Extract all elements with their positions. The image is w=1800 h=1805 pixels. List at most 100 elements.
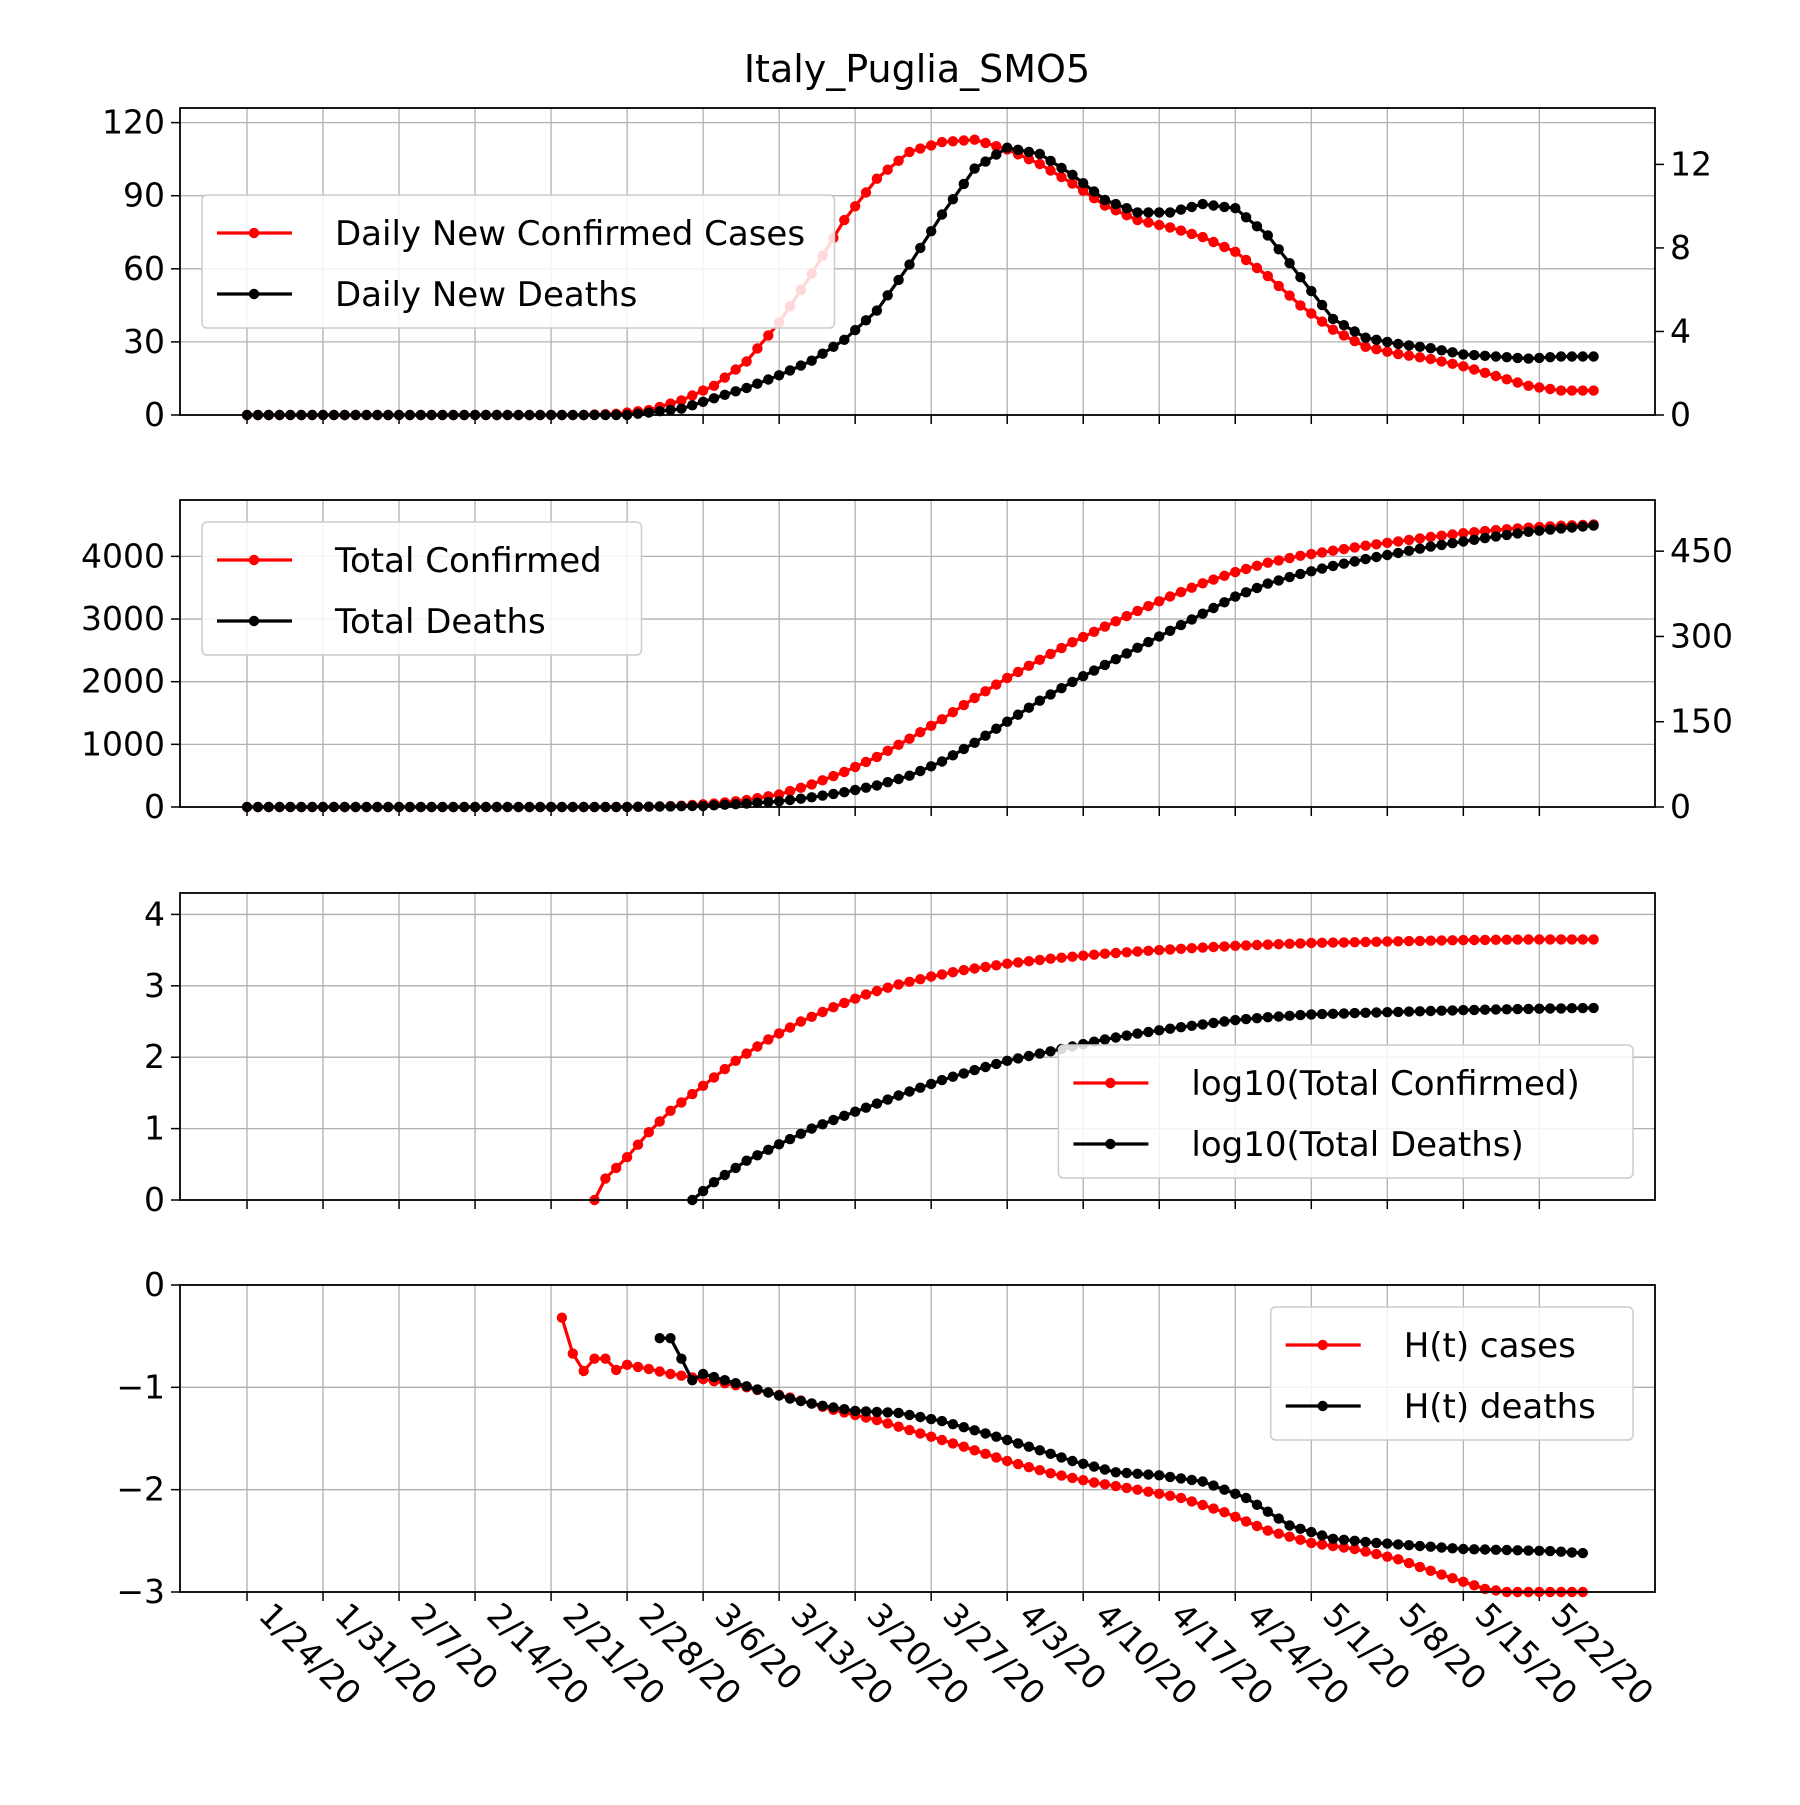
data-point [1034, 1048, 1046, 1059]
data-point [1447, 358, 1458, 369]
data-point [871, 1406, 883, 1418]
data-point [1012, 666, 1024, 678]
data-point [1067, 1455, 1078, 1467]
data-point [1360, 553, 1371, 565]
data-point [1338, 1542, 1350, 1553]
data-point [1577, 521, 1589, 532]
data-point [991, 141, 1002, 152]
data-point [1349, 1007, 1360, 1019]
data-point [1045, 689, 1056, 700]
y-tick-label: 0 [144, 1180, 165, 1219]
data-point [1458, 1576, 1469, 1588]
data-point [1523, 526, 1534, 537]
data-point [926, 1413, 937, 1425]
right-y-tick-label: 150 [1670, 702, 1733, 741]
data-point [632, 1139, 644, 1150]
data-point [1132, 642, 1143, 653]
data-point [1099, 621, 1111, 632]
data-point [1175, 225, 1187, 236]
data-point [904, 259, 915, 270]
data-point [773, 1139, 785, 1150]
data-point [926, 761, 937, 772]
data-point [871, 1098, 883, 1109]
data-point [1240, 1013, 1252, 1025]
data-point [915, 143, 926, 154]
data-point [1382, 1007, 1393, 1018]
data-point [1219, 597, 1230, 608]
data-point [1512, 1003, 1523, 1015]
data-point [1088, 665, 1100, 676]
data-point [904, 976, 915, 987]
data-point [1208, 1017, 1219, 1029]
data-point [893, 274, 904, 286]
data-point [1121, 1467, 1132, 1479]
data-point [1002, 672, 1013, 684]
data-point [1371, 1007, 1382, 1018]
data-point [1034, 148, 1046, 160]
data-point [1295, 938, 1306, 949]
legend-marker [248, 554, 260, 566]
data-point [882, 290, 893, 301]
data-point [1523, 1545, 1534, 1556]
data-point [893, 739, 904, 750]
data-point [1023, 1462, 1035, 1473]
data-point [1143, 1026, 1154, 1038]
right-y-tick-label: 450 [1670, 531, 1733, 570]
data-point [860, 187, 872, 198]
data-point [1197, 608, 1208, 619]
data-point [969, 1445, 980, 1456]
data-point [1262, 1506, 1274, 1517]
data-point [676, 1097, 687, 1108]
data-point [795, 1128, 807, 1140]
data-point [697, 1080, 709, 1092]
data-point [860, 989, 872, 1000]
data-point [1002, 1434, 1013, 1446]
data-point [1403, 350, 1415, 361]
data-point [1382, 1551, 1393, 1562]
data-point [1566, 351, 1578, 362]
data-point [1316, 316, 1328, 327]
data-point [1447, 935, 1458, 946]
data-point [1186, 1496, 1198, 1507]
data-point [1056, 1470, 1067, 1481]
data-point [969, 1064, 980, 1076]
data-point [1230, 203, 1241, 214]
data-point [1284, 938, 1295, 949]
data-point [708, 800, 720, 811]
legend: Daily New Confirmed Cases Daily New Death… [201, 194, 836, 329]
data-point [1219, 1507, 1230, 1518]
data-point [1338, 558, 1350, 569]
data-point [1425, 1565, 1436, 1577]
data-point [893, 773, 904, 785]
data-point [1251, 1520, 1263, 1532]
data-point [1382, 346, 1393, 357]
data-point [752, 797, 763, 808]
data-point [958, 1068, 969, 1079]
data-point [1088, 1461, 1100, 1472]
data-point [893, 1407, 904, 1419]
data-point [1566, 934, 1578, 945]
data-point [1327, 313, 1339, 325]
data-point [1230, 246, 1241, 257]
data-point [1479, 367, 1491, 378]
data-point [1349, 1543, 1360, 1555]
data-point [1393, 547, 1404, 559]
data-point [752, 378, 763, 389]
legend-marker [248, 288, 260, 300]
data-point [1393, 1006, 1404, 1018]
data-point [882, 745, 893, 756]
data-point [947, 194, 959, 205]
data-point [893, 1421, 904, 1432]
data-point [1371, 334, 1382, 345]
data-point [1371, 936, 1382, 947]
data-point [1262, 1525, 1274, 1536]
data-point [1132, 207, 1143, 218]
data-point [1545, 352, 1556, 363]
data-point [860, 782, 872, 793]
data-point [991, 1058, 1002, 1070]
data-point [958, 135, 969, 146]
data-point [980, 1448, 991, 1460]
data-point [1110, 1480, 1122, 1492]
data-point [752, 1384, 763, 1395]
